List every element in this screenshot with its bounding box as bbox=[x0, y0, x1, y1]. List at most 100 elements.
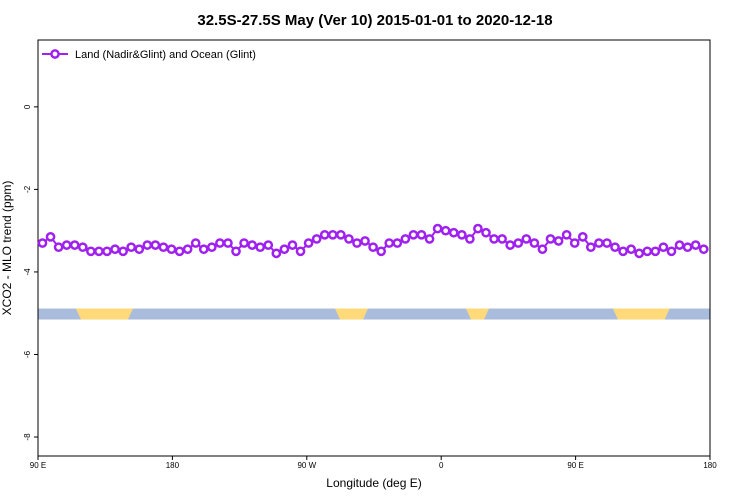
data-point bbox=[618, 246, 628, 257]
land-segment bbox=[465, 308, 489, 320]
data-point bbox=[94, 246, 104, 257]
land-segment bbox=[335, 308, 369, 320]
data-point bbox=[37, 238, 48, 248]
x-tick-label: 90 W bbox=[297, 461, 316, 470]
data-point bbox=[650, 246, 661, 257]
data-point bbox=[392, 238, 403, 248]
data-point bbox=[223, 238, 233, 248]
legend-label: Land (Nadir&Glint) and Ocean (Glint) bbox=[75, 49, 256, 61]
data-point bbox=[158, 242, 169, 253]
data-point bbox=[561, 229, 572, 240]
data-point bbox=[190, 238, 201, 248]
data-point bbox=[545, 234, 556, 244]
data-point bbox=[634, 248, 645, 259]
data-point bbox=[303, 238, 314, 248]
data-point bbox=[690, 240, 701, 250]
data-point bbox=[239, 238, 249, 248]
data-point bbox=[537, 244, 548, 255]
data-point bbox=[642, 246, 653, 257]
data-point bbox=[247, 240, 257, 250]
data-point bbox=[134, 244, 145, 255]
data-point bbox=[287, 240, 298, 250]
data-point bbox=[344, 234, 354, 244]
data-point bbox=[658, 242, 669, 253]
data-point bbox=[311, 234, 322, 244]
data-point bbox=[263, 240, 274, 250]
x-tick-label: 180 bbox=[166, 461, 180, 470]
x-axis-label: Longitude (deg E) bbox=[326, 476, 421, 490]
data-point bbox=[489, 234, 499, 244]
data-point bbox=[206, 242, 217, 253]
y-tick-label: -4 bbox=[23, 268, 32, 276]
data-point bbox=[319, 229, 330, 240]
data-point bbox=[416, 229, 427, 240]
chart-title: 32.5S-27.5S May (Ver 10) 2015-01-01 to 2… bbox=[197, 12, 552, 29]
x-tick-label: 90 E bbox=[30, 461, 46, 470]
y-tick-label: -2 bbox=[23, 185, 32, 193]
data-point bbox=[424, 234, 435, 244]
x-tick-label: 90 E bbox=[567, 461, 583, 470]
data-point bbox=[465, 234, 475, 244]
data-point bbox=[86, 246, 96, 257]
data-point bbox=[118, 246, 128, 257]
data-point bbox=[698, 244, 709, 255]
data-point bbox=[585, 242, 596, 253]
data-point bbox=[569, 238, 580, 248]
data-point bbox=[513, 238, 524, 248]
data-point bbox=[682, 242, 693, 253]
data-point bbox=[182, 244, 193, 255]
data-point bbox=[69, 240, 80, 250]
data-point bbox=[142, 240, 153, 250]
data-point bbox=[110, 244, 120, 255]
legend-marker bbox=[50, 49, 60, 59]
data-point bbox=[529, 238, 540, 248]
data-point bbox=[553, 236, 564, 246]
y-tick-label: -6 bbox=[23, 350, 32, 358]
data-point bbox=[577, 232, 588, 242]
data-point bbox=[400, 234, 411, 244]
data-point bbox=[166, 244, 177, 255]
data-point bbox=[456, 229, 467, 240]
data-point bbox=[521, 234, 532, 244]
y-tick-label: 0 bbox=[23, 104, 32, 109]
y-tick-label: -8 bbox=[23, 433, 32, 441]
data-point bbox=[53, 242, 64, 253]
data-point bbox=[271, 248, 282, 259]
data-point bbox=[376, 246, 387, 257]
x-tick-label: 180 bbox=[703, 461, 717, 470]
data-point bbox=[674, 240, 685, 250]
data-point bbox=[174, 246, 185, 257]
data-point bbox=[215, 238, 225, 248]
land-segment bbox=[612, 308, 670, 320]
data-point bbox=[295, 246, 306, 257]
data-point bbox=[231, 246, 241, 257]
data-point bbox=[432, 223, 443, 234]
data-point bbox=[126, 242, 137, 253]
data-point bbox=[602, 238, 612, 248]
data-point bbox=[368, 242, 378, 253]
ocean-band bbox=[38, 308, 710, 320]
data-point bbox=[102, 246, 112, 257]
data-point bbox=[61, 240, 72, 250]
data-point bbox=[327, 229, 338, 240]
y-axis-label: XCO2 - MLO trend (ppm) bbox=[0, 181, 14, 316]
data-point bbox=[481, 227, 491, 238]
data-point bbox=[77, 242, 88, 253]
data-point bbox=[255, 242, 266, 253]
data-point bbox=[497, 234, 507, 244]
data-point bbox=[335, 229, 346, 240]
data-point bbox=[505, 240, 516, 250]
data-point bbox=[626, 244, 637, 255]
data-point bbox=[279, 244, 290, 255]
data-point bbox=[440, 225, 451, 236]
data-point bbox=[610, 242, 620, 253]
data-point bbox=[360, 236, 370, 246]
data-point bbox=[408, 229, 419, 240]
land-segment bbox=[75, 308, 133, 320]
x-tick-label: 0 bbox=[439, 461, 444, 470]
data-point bbox=[666, 246, 677, 257]
data-point bbox=[150, 240, 161, 250]
data-point bbox=[45, 232, 56, 242]
data-point bbox=[594, 238, 604, 248]
